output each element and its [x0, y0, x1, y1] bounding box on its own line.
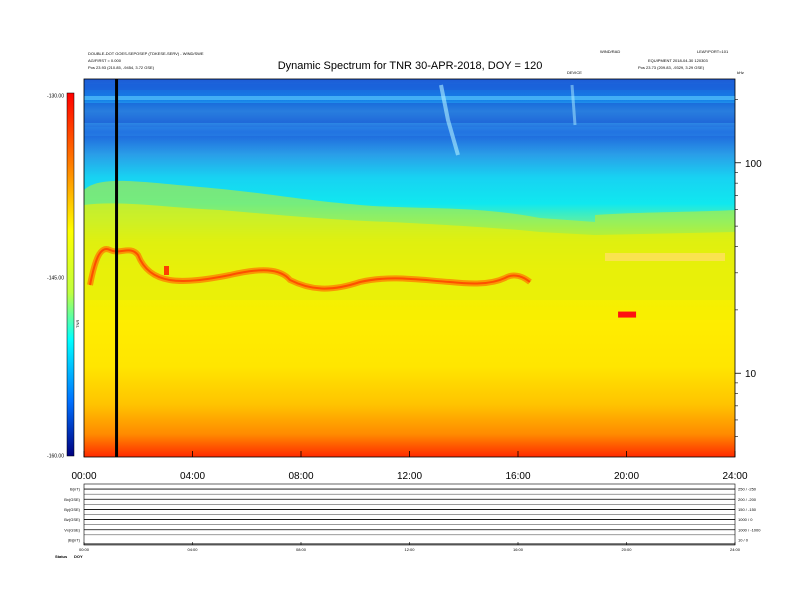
header-right-line2: EQUIPMENT 2018-04-30 120303: [648, 58, 709, 63]
bright-spot: [618, 311, 637, 318]
strip-row-range: 10 / 0: [738, 537, 749, 542]
colorbar-ticks: -130.00 -145.00 -160.00: [47, 94, 64, 460]
strip-row-range: 250 / -250: [738, 487, 757, 492]
header-right-top-a: WIND/RAD: [600, 49, 620, 54]
header-mid-marker: DEVICE: [567, 70, 582, 75]
top-band-3: [84, 96, 735, 100]
header-right-top-b: LEAF/PORT=101: [697, 49, 729, 54]
strip-row-label: B(nT): [70, 487, 81, 492]
colorbar-tick-label: -160.00: [47, 454, 64, 460]
red-spot-early: [164, 266, 169, 275]
top-band-4: [84, 127, 735, 136]
x-tick-label: 16:00: [505, 471, 530, 482]
strip-row-label: Vx(GSE): [64, 527, 80, 532]
strip-footer-left: Status: [55, 554, 68, 559]
x-tick-label: 24:00: [722, 471, 747, 482]
header-left-line2: AG/FIRST = 0.000: [88, 58, 122, 63]
yellow-region: [84, 203, 735, 320]
strip-x-tick-label: 20:00: [621, 547, 632, 552]
header-left-line3: Pos 23.93 (210.85, -9454, 3.72 GSE): [88, 65, 155, 70]
colorbar-label: TNR: [75, 320, 80, 328]
strip-row-label: Bz(GSE): [64, 517, 80, 522]
late-day-band: [605, 253, 725, 261]
strip-x-tick-label: 04:00: [187, 547, 198, 552]
strip-x-tick-label: 00:00: [79, 547, 90, 552]
strip-row-label: By(GSE): [64, 507, 80, 512]
x-axis-ticks: 00:00 04:00 08:00 12:00 16:00 20:00 24:00: [71, 451, 748, 482]
strip-row-range: 150 / -150: [738, 507, 757, 512]
strip-x-tick-label: 12:00: [404, 547, 415, 552]
colorbar: [66, 92, 75, 457]
y-tick-label: 100: [745, 159, 762, 170]
streak-b: [570, 84, 577, 126]
top-band-1: [84, 84, 735, 90]
y-tick-label: 10: [745, 369, 757, 380]
header-corner-marker: kHz: [737, 70, 744, 75]
x-tick-label: 20:00: [614, 471, 639, 482]
emission-band-core: [89, 248, 531, 290]
header-left-line1: DOUBLE-DOT GOES-SEPOSEP (TDKESE-SERV) - …: [88, 51, 204, 56]
x-tick-label: 12:00: [397, 471, 422, 482]
strip-row-range: 1000 / 0: [738, 517, 753, 522]
top-band-2: [84, 103, 735, 123]
spectrogram: [84, 79, 735, 457]
header-right-line3: Pos 23.73 (209.83, -9329, 3.29 GSE): [638, 65, 705, 70]
strip-panel: B(nT) 250 / -250 Bx(GSE) 200 / -200 By(GSE) 1…: [64, 483, 761, 552]
strip-row-range: 200 / -200: [738, 497, 757, 502]
strip-row-label: |B|(nT): [68, 537, 81, 542]
strip-x-tick-label: 24:00: [730, 547, 741, 552]
strip-row-range: 1000 / -1000: [738, 527, 761, 532]
streak-a: [439, 84, 460, 156]
chart-title: Dynamic Spectrum for TNR 30-APR-2018, DO…: [278, 60, 543, 72]
colorbar-tick-label: -130.00: [47, 94, 64, 100]
strip-row-label: Bx(GSE): [64, 497, 80, 502]
x-tick-label: 00:00: [71, 471, 96, 482]
strip-footer-val: DOY: [74, 554, 83, 559]
strip-x-tick-label: 16:00: [513, 547, 524, 552]
x-tick-label: 08:00: [288, 471, 313, 482]
x-tick-label: 04:00: [180, 471, 205, 482]
y-axis-right-ticks: 100 10: [735, 99, 762, 437]
strip-x-tick-label: 08:00: [296, 547, 307, 552]
colorbar-tick-label: -145.00: [47, 276, 64, 282]
